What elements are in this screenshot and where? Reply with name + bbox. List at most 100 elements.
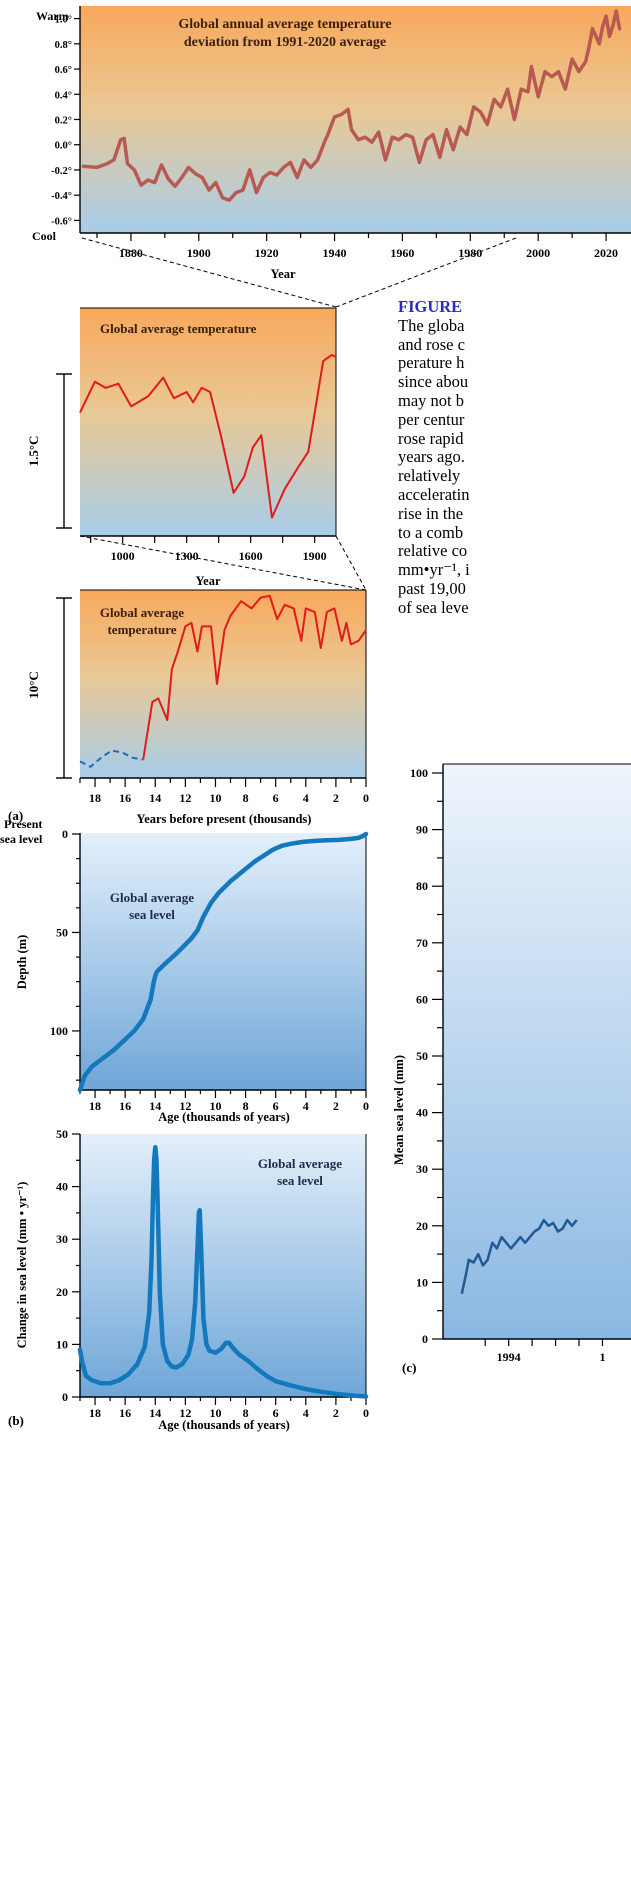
chart-title-line-2: temperature	[107, 622, 176, 637]
x-axis-label: Year	[196, 574, 221, 588]
x-tick-label: 2	[333, 791, 339, 805]
x-tick-label: 1000	[111, 549, 135, 563]
zoom-connectors	[79, 237, 517, 591]
y-tick-label: -0.6°	[51, 216, 72, 227]
sea-level-rate-line	[77, 1144, 369, 1399]
y-tick-label: 80	[416, 879, 428, 893]
caption-line: years ago.	[398, 447, 465, 467]
caption-line: may not b	[398, 390, 464, 410]
x-tick-label: 1	[599, 1350, 605, 1364]
mean-sea-level-line	[460, 1218, 578, 1294]
present-label-line-2: sea level	[0, 832, 43, 846]
y-tick-label: 0.0°	[55, 141, 72, 152]
y-axis-label: Depth (m)	[15, 935, 29, 990]
x-tick-label: 0	[363, 1406, 369, 1420]
y-axis-label: Mean sea level (mm)	[392, 1055, 406, 1165]
caption-line: of sea leve	[398, 597, 469, 617]
y-tick-label: 0	[62, 1390, 68, 1404]
chart-title-line-1: Global annual average temperature	[178, 17, 391, 32]
scale-bar-label: 1.5°C	[26, 436, 41, 467]
satellite-sea-level-chart: 0 10 20 30 40 50 60 70 80 90 100 1994 1 Mean sea le…	[392, 763, 631, 1364]
x-tick-label: 1960	[390, 246, 414, 260]
y-tick-label: 0.4°	[55, 90, 72, 101]
x-tick-label: 18	[89, 791, 101, 805]
x-tick-label: 18	[89, 1406, 101, 1420]
x-tick-label: 1900	[303, 549, 327, 563]
sea-level-depth-chart: Global average sea level Present sea lev…	[0, 817, 369, 1124]
chart-title: Global average temperature	[100, 321, 257, 336]
x-tick-label: 1300	[175, 549, 199, 563]
x-tick-label: 2020	[594, 246, 618, 260]
caption-line: rise in the	[398, 503, 464, 523]
temperature-line	[79, 353, 337, 519]
caption-line: acceleratin	[398, 484, 470, 504]
caption-line: rose rapid	[398, 428, 464, 448]
plot-background	[443, 764, 631, 1339]
y-tick-label: 60	[416, 992, 428, 1006]
figure-caption: FIGURE The globa and rose c perature h sinc…	[398, 298, 631, 618]
y-tick-label: 30	[416, 1162, 428, 1176]
temperature-line	[81, 9, 622, 202]
chart-title-line-1: Global average	[258, 1156, 342, 1171]
x-tick-label: 14	[149, 791, 161, 805]
x-tick-label: 6	[273, 1099, 279, 1113]
y-label-cool: Cool	[32, 229, 57, 243]
y-tick-label: 1.0°	[55, 15, 72, 26]
x-tick-label: 16	[119, 1406, 131, 1420]
y-tick-label: 10	[56, 1337, 68, 1351]
x-axis-label: Age (thousands of years)	[158, 1418, 290, 1432]
y-tick-label: -0.4°	[51, 191, 72, 202]
x-tick-label: 10	[209, 1406, 221, 1420]
y-tick-label: 0.6°	[55, 65, 72, 76]
x-tick-label: 10	[209, 791, 221, 805]
temperature-line	[142, 594, 367, 760]
x-tick-label: 10	[209, 1099, 221, 1113]
panel-letter-c: (c)	[402, 1360, 416, 1375]
caption-line: to a comb	[398, 522, 464, 542]
y-tick-label: 100	[50, 1024, 68, 1038]
y-label-warm: Warm	[36, 9, 69, 23]
chart-title-line-1: Global average	[110, 890, 194, 905]
y-tick-label: 70	[416, 936, 428, 950]
x-tick-label: 2	[333, 1406, 339, 1420]
plot-background	[80, 6, 631, 233]
y-tick-label: 40	[416, 1106, 428, 1120]
chart-title-line-2: deviation from 1991-2020 average	[184, 35, 386, 50]
y-tick-label: 50	[416, 1049, 428, 1063]
x-tick-label: 2000	[526, 246, 550, 260]
caption-line: relative co	[398, 541, 468, 561]
x-tick-label: 12	[179, 791, 191, 805]
scale-bar	[56, 597, 72, 779]
caption-line: perature h	[398, 353, 465, 373]
x-tick-label: 12	[179, 1099, 191, 1113]
x-tick-label: 8	[243, 791, 249, 805]
chart-title-line-2: sea level	[277, 1173, 323, 1188]
plot-background	[80, 308, 336, 536]
figure-label: FIGURE	[398, 298, 463, 316]
x-tick-label: 8	[243, 1099, 249, 1113]
x-tick-label: 6	[273, 791, 279, 805]
y-tick-label: 50	[56, 1127, 68, 1141]
x-tick-label: 0	[363, 791, 369, 805]
y-tick-label: 100	[410, 766, 428, 780]
scale-bar-label: 10°C	[26, 671, 41, 699]
chart-title-line-1: Global average	[100, 605, 184, 620]
millennial-temperature-chart: Global average temperature 1.5°C 1000 130…	[26, 307, 337, 588]
x-tick-label: 18	[89, 1099, 101, 1113]
x-tick-label: 1600	[239, 549, 263, 563]
x-tick-label: 1940	[323, 246, 347, 260]
x-tick-label: 14	[149, 1406, 161, 1420]
x-axis-label: Years before present (thousands)	[137, 812, 312, 826]
x-tick-label: 2	[333, 1099, 339, 1113]
caption-line: past 19,00	[398, 578, 466, 598]
x-tick-label: 12	[179, 1406, 191, 1420]
caption-line: since abou	[398, 372, 469, 392]
x-tick-label: 4	[303, 1406, 309, 1420]
x-tick-label: 1920	[255, 246, 279, 260]
caption-line: mm•yr⁻¹, i	[398, 560, 470, 580]
y-tick-label: 20	[416, 1219, 428, 1233]
y-tick-label: 0	[422, 1332, 428, 1346]
x-tick-label: 0	[363, 1099, 369, 1113]
